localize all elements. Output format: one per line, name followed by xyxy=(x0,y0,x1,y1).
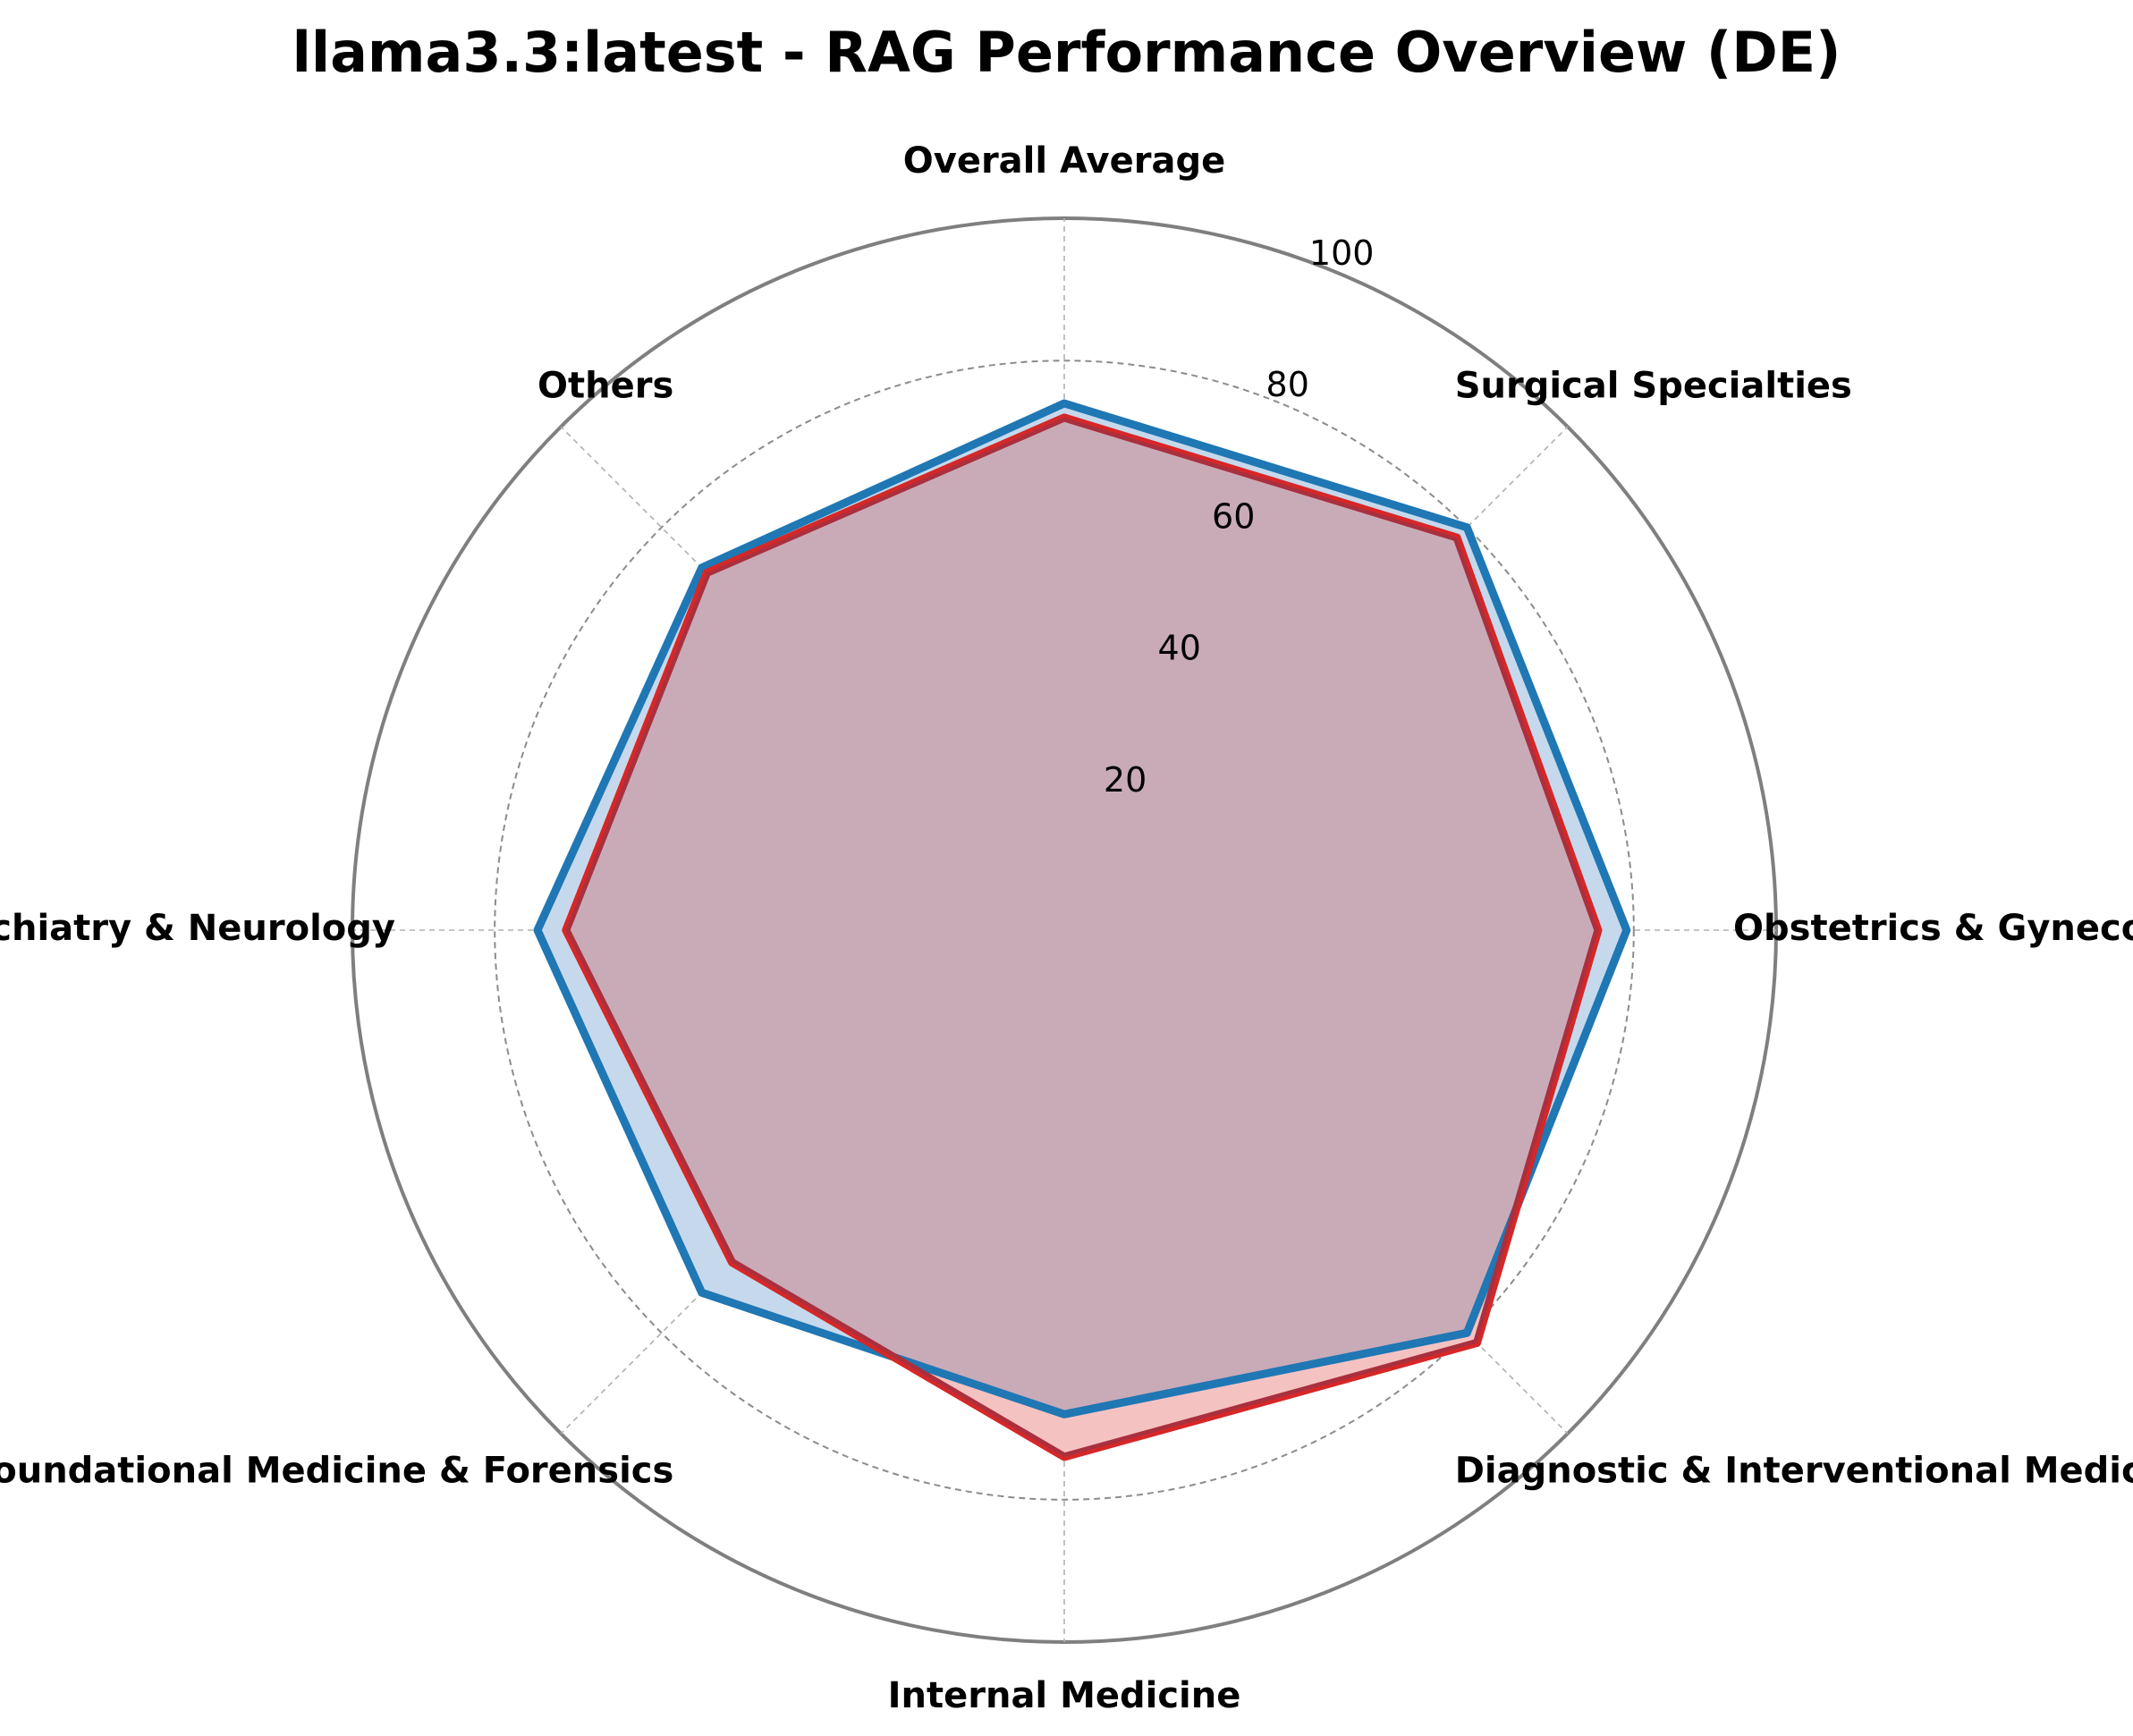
tick-label: 60 xyxy=(1212,496,1255,536)
category-label: Overall Average xyxy=(903,140,1226,182)
tick-label: 80 xyxy=(1266,365,1309,404)
chart-title: llama3.3:latest - RAG Performance Overvi… xyxy=(292,20,1841,85)
tick-label: 20 xyxy=(1104,760,1147,800)
category-label: Obstetrics & Gynecology xyxy=(1733,908,2133,949)
radar-labels: 20 40 60 80 100 Overall Average Surgical Speci… xyxy=(0,140,2133,1716)
radar-series xyxy=(533,399,1631,1461)
tick-label: 100 xyxy=(1309,233,1375,273)
overlap-line xyxy=(565,417,1598,1457)
tick-label: 40 xyxy=(1158,629,1201,668)
overlap-area xyxy=(565,417,1598,1415)
category-label: Others xyxy=(537,365,673,406)
series-1-line xyxy=(533,399,1631,1418)
category-label: Surgical Specialties xyxy=(1455,365,1852,406)
category-label: Internal Medicine xyxy=(888,1675,1241,1716)
category-label: Psychiatry & Neurology xyxy=(0,908,395,949)
category-label: Foundational Medicine & Forensics xyxy=(0,1451,673,1492)
grid-ring xyxy=(494,360,1635,1501)
category-label: Diagnostic & Interventional Medicine xyxy=(1455,1451,2133,1492)
